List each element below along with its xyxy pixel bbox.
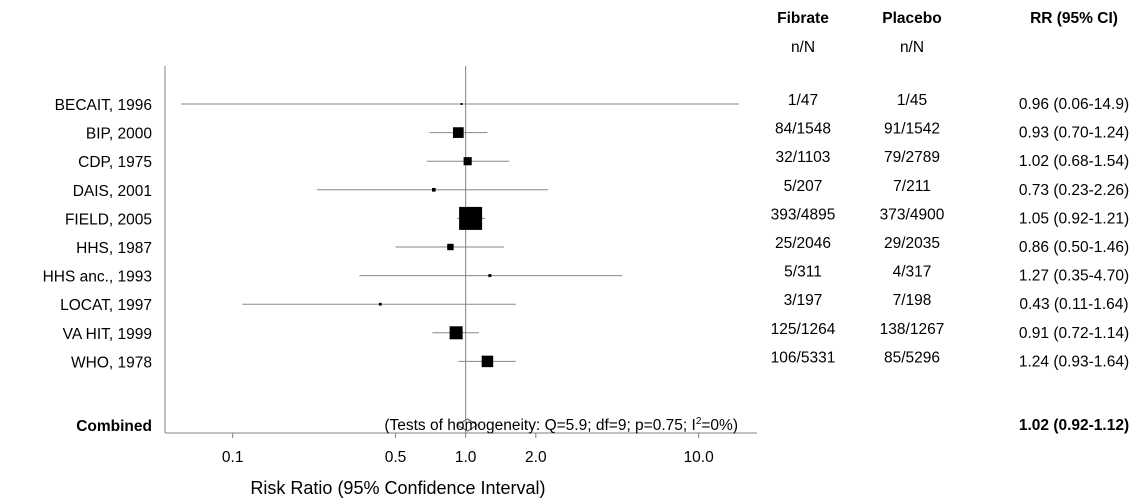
fibrate-count: 1/47 <box>788 92 818 109</box>
point-estimate-box <box>453 127 464 138</box>
point-estimate-box <box>450 326 463 339</box>
placebo-count: 7/198 <box>893 292 932 309</box>
combined-rr-text: 1.02 (0.92-1.12) <box>1019 417 1129 434</box>
study-label: CDP, 1975 <box>78 154 152 171</box>
rr-ci-text: 1.02 (0.68-1.54) <box>1019 153 1129 170</box>
fibrate-count: 106/5331 <box>771 349 836 366</box>
x-tick-label: 0.5 <box>385 449 407 466</box>
placebo-count: 29/2035 <box>884 235 940 252</box>
point-estimate-box <box>488 274 491 277</box>
rr-ci-text: 0.96 (0.06-14.9) <box>1019 96 1129 113</box>
placebo-count: 4/317 <box>893 264 932 281</box>
fibrate-count: 5/207 <box>784 178 823 195</box>
header-fibrate: Fibrate <box>777 10 829 27</box>
placebo-count: 1/45 <box>897 92 927 109</box>
fibrate-count: 3/197 <box>784 292 823 309</box>
point-estimate-box <box>461 103 463 105</box>
placebo-count: 373/4900 <box>880 206 945 223</box>
x-axis-label: Risk Ratio (95% Confidence Interval) <box>250 478 545 498</box>
point-estimate-box <box>447 244 453 250</box>
x-tick-label: 0.1 <box>222 449 244 466</box>
heterogeneity-text: (Tests of homogeneity: Q=5.9; df=9; p=0.… <box>384 416 738 434</box>
fibrate-count: 393/4895 <box>771 206 836 223</box>
study-label: WHO, 1978 <box>71 354 152 371</box>
placebo-count: 85/5296 <box>884 349 940 366</box>
placebo-count: 79/2789 <box>884 149 940 166</box>
rr-ci-text: 1.05 (0.92-1.21) <box>1019 210 1129 227</box>
point-estimate-box <box>482 356 494 368</box>
point-estimate-box <box>379 303 382 306</box>
x-tick-label: 10.0 <box>684 449 715 466</box>
x-tick-label: 2.0 <box>525 449 547 466</box>
rr-ci-text: 0.43 (0.11-1.64) <box>1019 296 1128 313</box>
rr-ci-text: 1.27 (0.35-4.70) <box>1019 268 1129 285</box>
study-label: BIP, 2000 <box>86 126 152 143</box>
placebo-count: 7/211 <box>893 178 931 195</box>
fibrate-count: 32/1103 <box>776 149 831 166</box>
combined-label: Combined <box>76 418 152 435</box>
study-label: DAIS, 2001 <box>73 183 152 200</box>
fibrate-count: 125/1264 <box>771 321 836 338</box>
study-label: FIELD, 2005 <box>65 211 152 228</box>
rr-ci-text: 0.73 (0.23-2.26) <box>1019 182 1129 199</box>
header-placebo-sub: n/N <box>900 39 924 56</box>
study-label: HHS anc., 1993 <box>43 269 152 286</box>
rr-ci-text: 0.91 (0.72-1.14) <box>1019 325 1129 342</box>
rr-ci-text: 0.86 (0.50-1.46) <box>1019 239 1129 256</box>
study-label: HHS, 1987 <box>76 240 152 257</box>
fibrate-count: 84/1548 <box>775 121 831 138</box>
point-estimate-box <box>459 207 482 230</box>
study-label: BECAIT, 1996 <box>55 97 152 114</box>
fibrate-count: 25/2046 <box>775 235 831 252</box>
placebo-count: 91/1542 <box>884 121 940 138</box>
study-label: LOCAT, 1997 <box>60 297 152 314</box>
x-tick-label: 1.0 <box>455 449 477 466</box>
point-estimate-box <box>464 157 472 165</box>
point-estimate-box <box>432 188 436 192</box>
rr-ci-text: 0.93 (0.70-1.24) <box>1019 125 1129 142</box>
header-fibrate-sub: n/N <box>791 39 815 56</box>
header-rr: RR (95% CI) <box>1030 10 1118 27</box>
placebo-count: 138/1267 <box>880 321 945 338</box>
study-label: VA HIT, 1999 <box>63 326 152 343</box>
fibrate-count: 5/311 <box>784 264 822 281</box>
header-placebo: Placebo <box>882 10 941 27</box>
rr-ci-text: 1.24 (0.93-1.64) <box>1019 353 1129 370</box>
